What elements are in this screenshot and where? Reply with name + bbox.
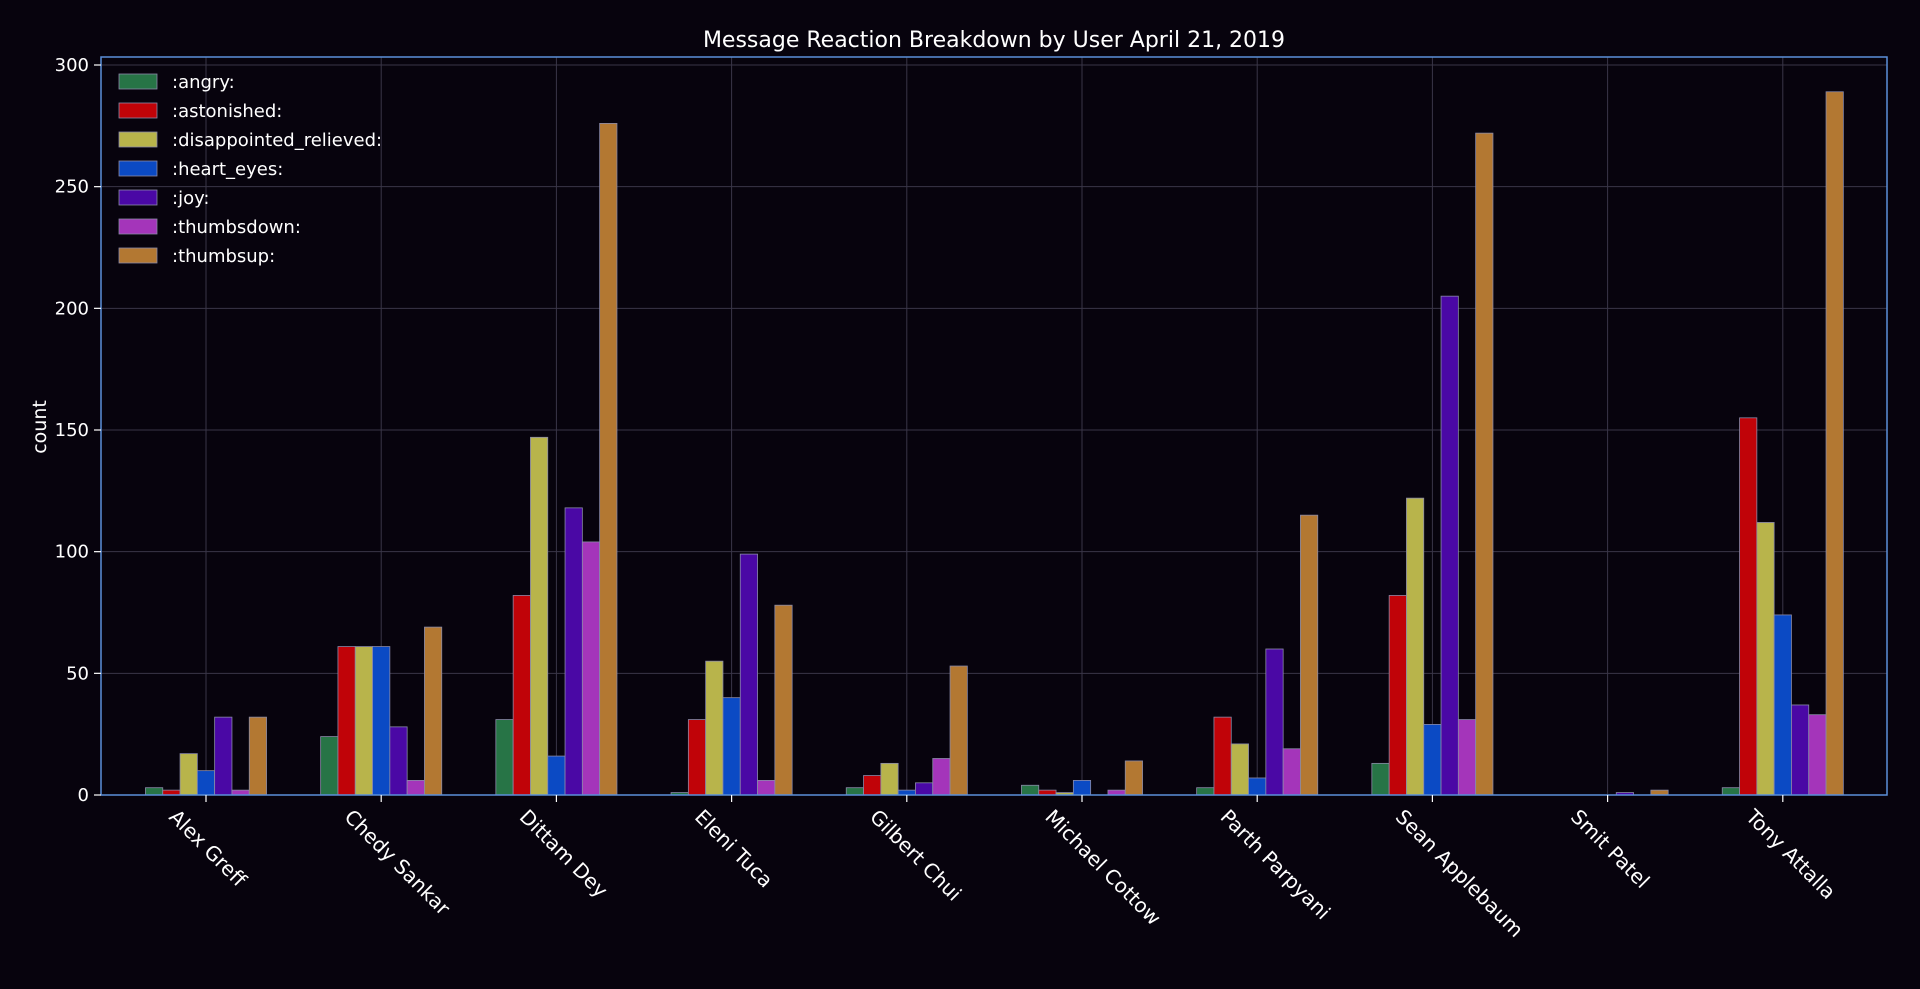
y-tick-label: 300: [55, 55, 89, 76]
legend-label: :astonished:: [172, 101, 282, 122]
legend: :angry::astonished::disappointed_relieve…: [118, 72, 382, 267]
bar: [739, 553, 758, 796]
bar: [1021, 784, 1040, 796]
bar: [354, 646, 373, 796]
bar: [1248, 777, 1267, 796]
bar: [248, 716, 267, 796]
bar: [1300, 514, 1319, 796]
x-tick-label: Dittam Dey: [515, 805, 613, 903]
bar: [1213, 716, 1232, 796]
bar: [1282, 748, 1301, 796]
x-tick-label: Gilbert Chui: [865, 805, 966, 906]
bar: [372, 646, 391, 796]
legend-label: :heart_eyes:: [172, 159, 283, 180]
legend-swatch: [118, 160, 158, 177]
bar: [1072, 780, 1092, 796]
legend-swatch: [118, 131, 158, 148]
legend-swatch: [118, 247, 158, 264]
bar: [214, 716, 233, 796]
chart-title: Message Reaction Breakdown by User April…: [703, 28, 1285, 53]
legend-label: :thumbsdown:: [172, 217, 301, 238]
bar: [1773, 614, 1792, 796]
x-tick-label: Tony Attalla: [1741, 804, 1841, 904]
y-axis: 0 50 100 150 200 250 300: [55, 55, 101, 806]
bar: [179, 753, 198, 796]
bar: [530, 436, 549, 796]
bar: [1475, 132, 1494, 796]
bar: [863, 775, 882, 796]
bar: [705, 660, 724, 796]
bar: [949, 665, 968, 796]
bar: [687, 719, 707, 796]
bar: [1406, 497, 1425, 796]
bar: [1265, 648, 1284, 796]
legend-label: :joy:: [172, 188, 210, 209]
bar: [564, 507, 583, 796]
legend-label: :thumbsup:: [172, 246, 275, 267]
bar: [581, 541, 601, 796]
bar: [1230, 743, 1249, 796]
legend-swatch: [118, 218, 158, 235]
bar: [1388, 595, 1407, 796]
x-tick-label: Chedy Sankar: [340, 805, 456, 921]
bar: [1756, 522, 1775, 796]
bar: [1739, 417, 1758, 796]
bar: [547, 755, 566, 796]
bar: [495, 719, 514, 796]
x-tick-label: Parth Parpyani: [1216, 805, 1336, 925]
bar: [424, 626, 443, 796]
y-tick-label: 50: [66, 663, 89, 684]
bar: [722, 697, 741, 796]
bar: [1457, 719, 1477, 796]
x-tick-label: Michael Cottow: [1040, 805, 1165, 930]
legend-label: :angry:: [172, 72, 235, 93]
bar: [1440, 295, 1459, 796]
bar: [880, 762, 899, 796]
bar: [932, 758, 951, 796]
plot-frame: [100, 56, 1888, 796]
bar: [406, 780, 425, 796]
y-tick-label: 100: [55, 542, 89, 563]
legend-label: :disappointed_relieved:: [172, 130, 382, 151]
grid-lines: [101, 57, 1887, 796]
bar: [1721, 787, 1740, 796]
bar: [512, 595, 531, 796]
x-tick-label: Alex Greff: [164, 805, 252, 893]
legend-swatch: [118, 73, 158, 90]
bar: [599, 123, 618, 796]
bar: [389, 726, 408, 796]
bar: [1124, 760, 1143, 796]
x-tick-label: Smit Patel: [1566, 805, 1654, 893]
x-tick-label: Eleni Tuca: [690, 805, 778, 893]
y-tick-label: 250: [55, 177, 89, 198]
bar: [774, 604, 793, 796]
y-tick-label: 0: [78, 785, 89, 806]
y-tick-label: 150: [55, 420, 89, 441]
legend-swatch: [118, 189, 158, 206]
x-tick-label: Sean Applebaum: [1391, 805, 1528, 942]
legend-swatch: [118, 102, 158, 119]
bar: [1371, 762, 1390, 796]
bar: [337, 646, 356, 796]
bar: [845, 787, 864, 796]
y-tick-label: 200: [55, 298, 89, 319]
bar: [757, 780, 776, 796]
bar: [1825, 91, 1844, 796]
bar: [1196, 787, 1215, 796]
y-axis-label: count: [29, 400, 51, 454]
bar: [915, 782, 934, 796]
bar: [145, 787, 164, 796]
bar: [320, 736, 339, 796]
bar: [1791, 704, 1810, 796]
x-axis: Alex Greff Chedy Sankar Dittam Dey Eleni Tu…: [164, 795, 1841, 942]
bar: [196, 770, 216, 796]
bar: [1423, 724, 1442, 796]
bar-marks: [145, 91, 1844, 796]
bar: [1808, 714, 1827, 796]
